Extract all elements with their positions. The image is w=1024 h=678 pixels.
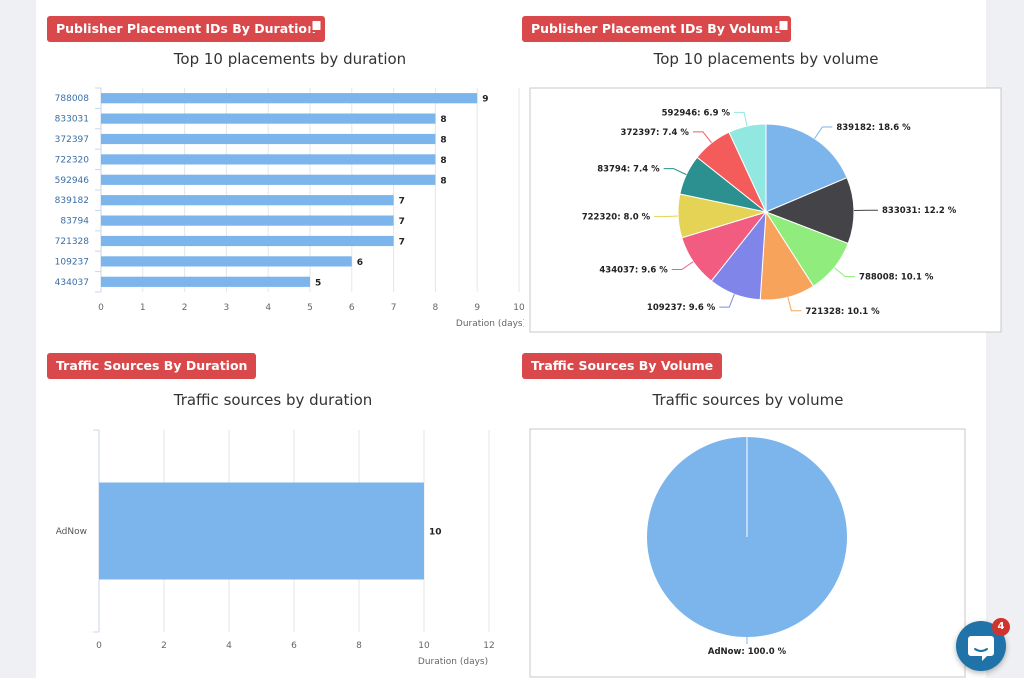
chart-title: Traffic sources by duration: [173, 391, 373, 409]
category-label: AdNow: [56, 527, 87, 537]
data-label: 8: [440, 176, 446, 186]
x-tick-label: 10: [513, 303, 524, 313]
bar: [101, 133, 436, 145]
x-tick-label: 8: [356, 641, 362, 651]
bar: [101, 256, 352, 267]
x-tick-label: 1: [140, 303, 146, 313]
placement-duration-chart: 0 1 2 3 4 5 6 7 8 9 10 788008 9 833031 8 372397 8 722320 8…: [55, 87, 524, 329]
category-label: 721328: [55, 237, 90, 247]
label-connector: [654, 215, 679, 218]
placement-volume-chart: 839182: 18.6 % 833031: 12.2 % 788008: 10.1…: [529, 87, 1002, 333]
chat-launcher-button[interactable]: [956, 621, 1006, 671]
label-connector: [787, 297, 802, 312]
data-label: 8: [440, 136, 446, 146]
copy-icon[interactable]: [773, 19, 791, 37]
pie-slice: [728, 123, 767, 213]
chart-title: Traffic sources by volume: [652, 391, 844, 409]
data-label: 8: [440, 115, 446, 125]
x-tick-label: 0: [96, 641, 102, 651]
placement-volume-header: Publisher Placement IDs By Volume: [522, 16, 791, 42]
slice-label: 372397: 7.4 %: [621, 128, 690, 138]
slice-label: 833031: 12.2 %: [882, 206, 957, 216]
bar: [101, 113, 436, 124]
x-tick-label: 12: [483, 641, 494, 651]
category-label: 788008: [55, 94, 90, 104]
pie-slice: [764, 176, 855, 245]
bar: [101, 174, 436, 185]
x-tick-label: 5: [307, 303, 313, 313]
chart-title: Top 10 placements by duration: [173, 50, 407, 68]
category-label: 372397: [55, 135, 89, 145]
slice-label: 839182: 18.6 %: [836, 123, 911, 133]
x-tick-label: 2: [161, 641, 167, 651]
x-tick-label: 8: [433, 303, 439, 313]
category-label: 839182: [55, 196, 89, 206]
category-label: 592946: [55, 176, 90, 186]
data-label: 5: [315, 278, 321, 288]
bar: [101, 215, 394, 226]
x-tick-label: 7: [391, 303, 397, 313]
x-tick-label: 4: [265, 303, 271, 313]
label-connector: [734, 111, 748, 127]
placement-duration-header: Publisher Placement IDs By Duration: [47, 16, 325, 42]
slice-label: 722320: 8.0 %: [582, 213, 651, 223]
traffic-volume-chart: AdNow: 100.0 %: [529, 428, 966, 678]
slice-label: AdNow: 100.0 %: [708, 647, 787, 657]
chat-icon: [968, 636, 994, 661]
label-connector: [692, 131, 712, 144]
x-tick-label: 0: [98, 303, 104, 313]
slice-label: 434037: 9.6 %: [599, 266, 668, 276]
category-label: 109237: [55, 257, 89, 267]
slice-label: 109237: 9.6 %: [647, 303, 716, 313]
slice-label: 721328: 10.1 %: [805, 307, 880, 317]
slice-label: 592946: 6.9 %: [662, 108, 731, 118]
category-label: 833031: [55, 115, 89, 125]
data-label: 7: [399, 197, 405, 207]
data-label: 7: [399, 217, 405, 227]
data-label: 7: [399, 238, 405, 248]
x-axis-label: Duration (days): [456, 319, 524, 329]
label-connector: [719, 293, 735, 308]
chat-notification-badge: 4: [992, 618, 1010, 636]
x-tick-label: 6: [291, 641, 297, 651]
x-tick-label: 9: [474, 303, 480, 313]
x-tick-label: 10: [418, 641, 430, 651]
x-tick-label: 3: [224, 303, 230, 313]
traffic-duration-header: Traffic Sources By Duration: [47, 353, 257, 379]
label-connector: [671, 261, 694, 271]
label-connector: [833, 267, 856, 277]
category-label: 722320: [55, 155, 90, 165]
data-label: 9: [482, 95, 488, 105]
slice-label: 83794: 7.4 %: [597, 165, 660, 175]
copy-icon[interactable]: [306, 19, 324, 37]
x-tick-label: 4: [226, 641, 232, 651]
traffic-volume-header: Traffic Sources By Volume: [522, 353, 723, 379]
category-label: 83794: [60, 217, 89, 227]
slice-label: 788008: 10.1 %: [859, 272, 934, 282]
label-connector: [663, 168, 687, 176]
label-connector: [814, 126, 833, 139]
x-axis-label: Duration (days): [418, 657, 488, 667]
bar: [101, 93, 478, 104]
chart-title: Top 10 placements by volume: [653, 50, 879, 68]
bar: [101, 235, 394, 247]
x-tick-label: 2: [182, 303, 188, 313]
bar: [99, 482, 424, 580]
bar: [101, 195, 394, 206]
bar: [101, 154, 436, 165]
data-label: 8: [440, 156, 446, 166]
data-label: 10: [429, 528, 442, 538]
bar: [101, 276, 310, 287]
category-label: 434037: [55, 278, 89, 288]
traffic-duration-chart: 0 2 4 6 8 10 12 AdNow 10 Duration (days): [56, 429, 495, 667]
data-label: 6: [357, 258, 363, 268]
x-tick-label: 6: [349, 303, 355, 313]
